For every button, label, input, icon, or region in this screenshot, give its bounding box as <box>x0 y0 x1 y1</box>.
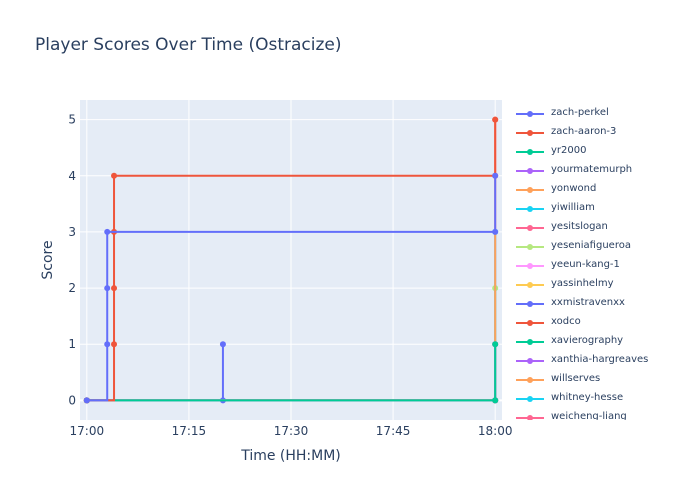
legend-item[interactable]: xxmistravenxx <box>508 295 698 314</box>
legend-item[interactable]: whitney-hesse <box>508 390 698 409</box>
y-axis-title: Score <box>40 240 56 279</box>
legend-swatch-marker <box>527 282 533 288</box>
legend-label: weicheng-liang <box>551 411 627 420</box>
legend-item[interactable]: xanthia-hargreaves <box>508 352 698 371</box>
legend-swatch-marker <box>527 168 533 174</box>
legend-label: yr2000 <box>551 145 587 156</box>
data-point <box>111 172 118 179</box>
legend-item[interactable]: yonwond <box>508 181 698 200</box>
legend-item[interactable]: yassinhelmy <box>508 276 698 295</box>
tick-labels: 0 1 2 3 4 5 17:00 17:15 17:30 17:45 18:00 <box>68 113 512 438</box>
legend-label: yourmatemurph <box>551 164 633 175</box>
legend-swatch-marker <box>527 225 533 231</box>
legend-label: yassinhelmy <box>551 278 614 289</box>
legend-label: xanthia-hargreaves <box>551 354 649 365</box>
legend-item[interactable]: weicheng-liang <box>508 409 698 420</box>
data-point <box>492 116 499 123</box>
y-tick-label: 5 <box>68 113 76 127</box>
legend-swatch-marker <box>527 301 533 307</box>
legend-swatch-marker <box>527 206 533 212</box>
data-point <box>104 228 111 235</box>
legend-item[interactable]: yr2000 <box>508 143 698 162</box>
data-point <box>111 341 118 348</box>
x-tick-label: 17:15 <box>172 424 207 438</box>
legend-item[interactable]: xodco <box>508 314 698 333</box>
data-point <box>104 285 111 292</box>
x-tick-label: 17:30 <box>274 424 309 438</box>
legend-item[interactable]: zach-aaron-3 <box>508 124 698 143</box>
data-point <box>492 228 499 235</box>
data-point <box>492 341 499 348</box>
legend-swatch-marker <box>527 149 533 155</box>
legend-label: yesitslogan <box>551 221 608 232</box>
series-zach-perkel <box>83 172 499 404</box>
legend-label: whitney-hesse <box>551 392 624 403</box>
legend-swatch-marker <box>527 111 533 117</box>
legend-swatch-marker <box>527 415 533 420</box>
legend-item[interactable]: yourmatemurph <box>508 162 698 181</box>
legend-swatch-marker <box>527 339 533 345</box>
x-axis-title: Time (HH:MM) <box>240 448 341 464</box>
legend-swatch-marker <box>527 263 533 269</box>
y-tick-label: 2 <box>68 281 76 295</box>
data-point <box>111 285 118 292</box>
data-point <box>83 397 90 404</box>
legend-label: xodco <box>551 316 581 327</box>
data-point <box>492 397 499 404</box>
legend-label: yiwilliam <box>551 202 595 213</box>
legend-item[interactable]: yeeun-kang-1 <box>508 257 698 276</box>
data-point <box>104 341 111 348</box>
legend-label: yeseniafigueroa <box>551 240 631 251</box>
legend-swatch-marker <box>527 320 533 326</box>
legend-label: yeeun-kang-1 <box>551 259 620 270</box>
legend-label: willserves <box>551 373 601 384</box>
x-tick-label: 17:45 <box>376 424 411 438</box>
legend-label: xavierography <box>551 335 624 346</box>
x-tick-label: 18:00 <box>478 424 513 438</box>
legend-swatch-marker <box>527 187 533 193</box>
legend-item[interactable]: xavierography <box>508 333 698 352</box>
chart-title: Player Scores Over Time (Ostracize) <box>35 35 342 55</box>
legend-label: zach-perkel <box>551 107 609 118</box>
y-tick-label: 1 <box>68 337 76 351</box>
x-tick-label: 17:00 <box>70 424 105 438</box>
legend-item[interactable]: willserves <box>508 371 698 390</box>
legend-swatch-marker <box>527 358 533 364</box>
y-tick-label: 4 <box>68 169 76 183</box>
legend-swatch-marker <box>527 130 533 136</box>
data-point <box>492 172 499 179</box>
legend-item[interactable]: yeseniafigueroa <box>508 238 698 257</box>
legend-swatch-marker <box>527 244 533 250</box>
legend-item[interactable]: zach-perkel <box>508 105 698 124</box>
series-layer <box>83 116 499 404</box>
data-point <box>219 341 226 348</box>
legend-label: yonwond <box>551 183 597 194</box>
legend-swatch-marker <box>527 396 533 402</box>
legend-item[interactable]: yesitslogan <box>508 219 698 238</box>
series-line <box>86 119 497 402</box>
y-tick-label: 0 <box>68 393 76 407</box>
legend-item[interactable]: yiwilliam <box>508 200 698 219</box>
legend-label: zach-aaron-3 <box>551 126 617 137</box>
legend[interactable]: zach-perkel zach-aaron-3 yr2000 yourmatemur… <box>508 100 700 420</box>
legend-label: xxmistravenxx <box>551 297 625 308</box>
y-tick-label: 3 <box>68 225 76 239</box>
legend-swatch-marker <box>527 377 533 383</box>
